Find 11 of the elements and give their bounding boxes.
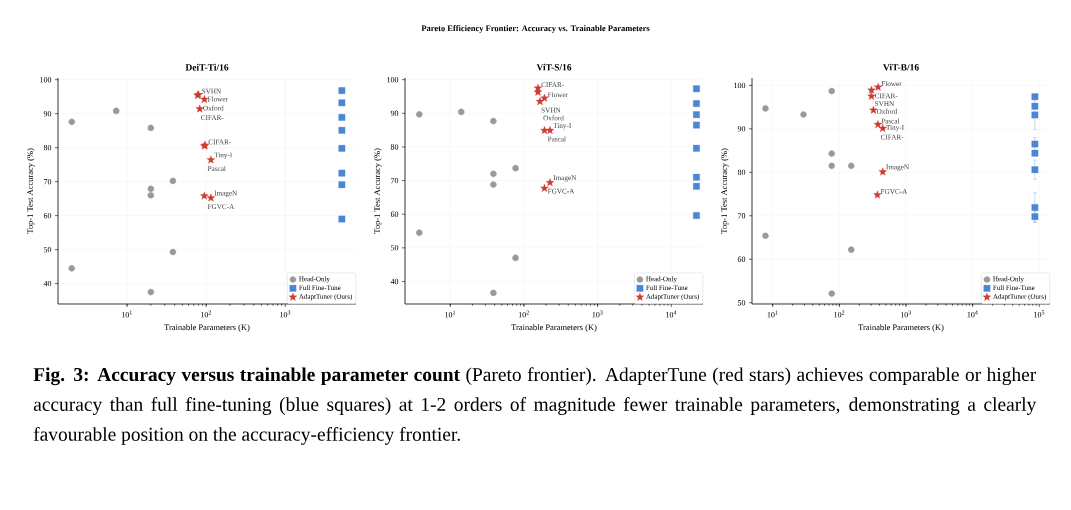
x-axis-title: Trainable Parameters (K) <box>511 324 597 332</box>
x-axis-title: Trainable Parameters (K) <box>164 324 250 332</box>
x-axis-title: Trainable Parameters (K) <box>858 324 944 332</box>
text: Pareto Efficiency Frontier: Accuracy vs. Trainable Parameters <box>421 25 650 33</box>
y-axis-title: Top-1 Test Accuracy (%) <box>26 148 35 234</box>
chart-title: DeiT-Ti/16 <box>185 63 229 71</box>
chart-title: ViT-S/16 <box>536 63 572 71</box>
y-axis-title: Top-1 Test Accuracy (%) <box>373 148 382 234</box>
text: Fig. 3: Accuracy versus trainable parameter count (Pareto frontier). AdapterTune (red stars) achieves comparable or higher accuracy than full fine-tuning (blue squares) at 1-2 orders of magnitude fewer trainable parameters, demonstrating a clearly favourable position on the accuracy-efficiency frontier. <box>33 367 1037 445</box>
y-axis-title: Top-1 Test Accuracy (%) <box>720 148 729 234</box>
chart-title: ViT-B/16 <box>883 63 919 71</box>
